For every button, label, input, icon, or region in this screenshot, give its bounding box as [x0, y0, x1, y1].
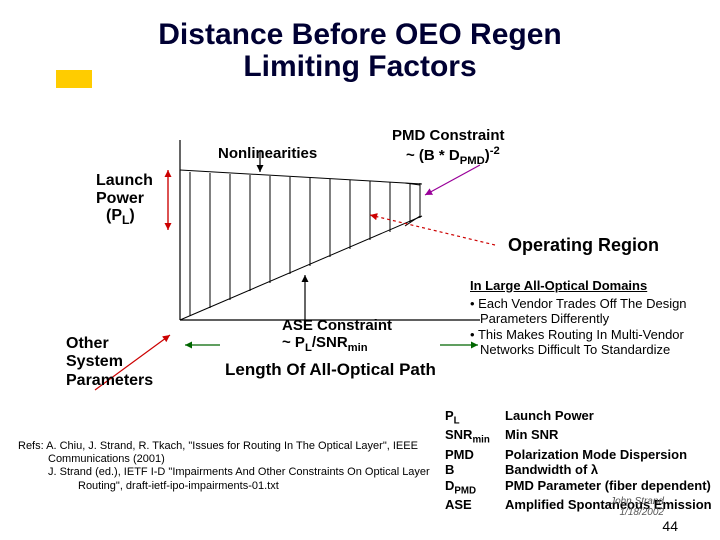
legend-row: SNRminMin SNR: [445, 427, 715, 446]
references: Refs: A. Chiu, J. Strand, R. Tkach, "Iss…: [18, 440, 448, 493]
launch-power-label: Launch Power (PL): [96, 172, 153, 228]
pmd-l1: PMD Constraint: [392, 127, 505, 144]
ase-l2b: L: [305, 342, 312, 354]
legend-row: BBandwidth of λ: [445, 462, 715, 478]
pmd-constraint-label: PMD Constraint ~ (B * DPMD)-2: [392, 128, 505, 167]
bullets-heading: In Large All-Optical Domains: [470, 278, 710, 294]
x-axis-label: Length Of All-Optical Path: [225, 360, 436, 380]
title-line2: Limiting Factors: [0, 50, 720, 84]
ase-constraint-label: ASE Constraint ~ PL/SNRmin: [282, 318, 392, 354]
title-block: Distance Before OEO Regen Limiting Facto…: [0, 18, 720, 84]
ase-l2c: /SNR: [312, 334, 348, 351]
lp-l2: Power: [96, 190, 144, 207]
operating-region-label: Operating Region: [508, 235, 659, 256]
nonlinearities-label: Nonlinearities: [218, 145, 317, 162]
lp-l3c: ): [129, 207, 134, 224]
legend-row: PLLaunch Power: [445, 408, 715, 427]
pmd-l2b: PMD: [460, 155, 485, 167]
ref-line: J. Strand (ed.), IETF I-D "Impairments A…: [18, 466, 448, 492]
footer-author: John Strand 1/18/2002: [610, 496, 664, 518]
lp-l3a: (P: [106, 207, 122, 224]
osp-l3: Parameters: [66, 372, 153, 389]
ase-l2a: ~ P: [282, 334, 305, 351]
lp-l1: Launch: [96, 172, 153, 189]
legend-row: ASEAmplified Spontaneous Emission: [445, 497, 715, 513]
bullets-list: • Each Vendor Trades Off The Design Para…: [470, 296, 710, 358]
osp-l2: System: [66, 353, 123, 370]
legend-block: PLLaunch Power SNRminMin SNR PMDPolariza…: [445, 408, 715, 513]
pmd-l2d: -2: [490, 145, 500, 157]
osp-l1: Other: [66, 335, 109, 352]
pmd-l2a: ~ (B * D: [406, 147, 460, 164]
page-number: 44: [662, 518, 678, 534]
bullet-item: • This Makes Routing In Multi-Vendor Net…: [470, 327, 710, 358]
bullet-item: • Each Vendor Trades Off The Design Para…: [470, 296, 710, 327]
legend-row: PMDPolarization Mode Dispersion: [445, 447, 715, 463]
ase-l1: ASE Constraint: [282, 317, 392, 334]
domain-bullets: In Large All-Optical Domains • Each Vend…: [470, 278, 710, 358]
other-system-params-label: Other System Parameters: [66, 335, 153, 390]
ref-line: Refs: A. Chiu, J. Strand, R. Tkach, "Iss…: [18, 440, 448, 466]
legend-row: DPMDPMD Parameter (fiber dependent): [445, 478, 715, 497]
title-line1: Distance Before OEO Regen: [0, 18, 720, 52]
ase-l2d: min: [348, 342, 368, 354]
